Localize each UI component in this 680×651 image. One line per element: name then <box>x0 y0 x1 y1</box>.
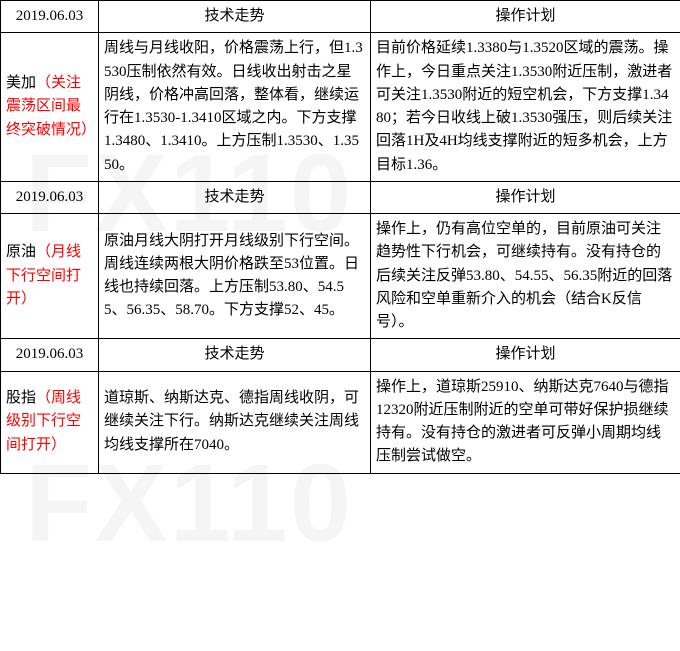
tech-header: 技术走势 <box>99 339 371 371</box>
section-header-row: 2019.06.03 技术走势 操作计划 <box>1 339 680 371</box>
plan-header: 操作计划 <box>371 181 680 213</box>
section-content-row: 美加（关注震荡区间最终突破情况） 周线与月线收阳，价格震荡上行，但1.3530压… <box>1 33 680 182</box>
tech-cell: 原油月线大阴打开月线级别下行空间。周线连续两根大阴价格跌至53位置。日线也持续回… <box>99 214 371 339</box>
instrument-label: 原油（月线下行空间打开） <box>1 214 99 339</box>
date-cell: 2019.06.03 <box>1 1 99 33</box>
plan-cell: 操作上，道琼斯25910、纳斯达克7640与德指12320附近压制附近的空单可带… <box>371 371 680 473</box>
plan-cell: 目前价格延续1.3380与1.3520区域的震荡。操作上，今日重点关注1.353… <box>371 33 680 182</box>
plan-header: 操作计划 <box>371 1 680 33</box>
plan-cell: 操作上，仍有高位空单的，目前原油可关注趋势性下行机会，可继续持有。没有持仓的后续… <box>371 214 680 339</box>
instrument-label: 美加（关注震荡区间最终突破情况） <box>1 33 99 182</box>
plan-header: 操作计划 <box>371 339 680 371</box>
section-header-row: 2019.06.03 技术走势 操作计划 <box>1 1 680 33</box>
tech-cell: 道琼斯、纳斯达克、德指周线收阴，可继续关注下行。纳斯达克继续关注周线均线支撑所在… <box>99 371 371 473</box>
section-content-row: 原油（月线下行空间打开） 原油月线大阴打开月线级别下行空间。周线连续两根大阴价格… <box>1 214 680 339</box>
tech-cell: 周线与月线收阳，价格震荡上行，但1.3530压制依然有效。日线收出射击之星阴线，… <box>99 33 371 182</box>
instrument-name: 原油 <box>6 244 36 260</box>
analysis-table: 2019.06.03 技术走势 操作计划 美加（关注震荡区间最终突破情况） 周线… <box>0 0 680 474</box>
instrument-name: 美加 <box>6 75 36 91</box>
date-cell: 2019.06.03 <box>1 339 99 371</box>
instrument-label: 股指（周线级别下行空间打开） <box>1 371 99 473</box>
tech-header: 技术走势 <box>99 181 371 213</box>
section-header-row: 2019.06.03 技术走势 操作计划 <box>1 181 680 213</box>
instrument-name: 股指 <box>6 390 36 406</box>
tech-header: 技术走势 <box>99 1 371 33</box>
date-cell: 2019.06.03 <box>1 181 99 213</box>
section-content-row: 股指（周线级别下行空间打开） 道琼斯、纳斯达克、德指周线收阴，可继续关注下行。纳… <box>1 371 680 473</box>
